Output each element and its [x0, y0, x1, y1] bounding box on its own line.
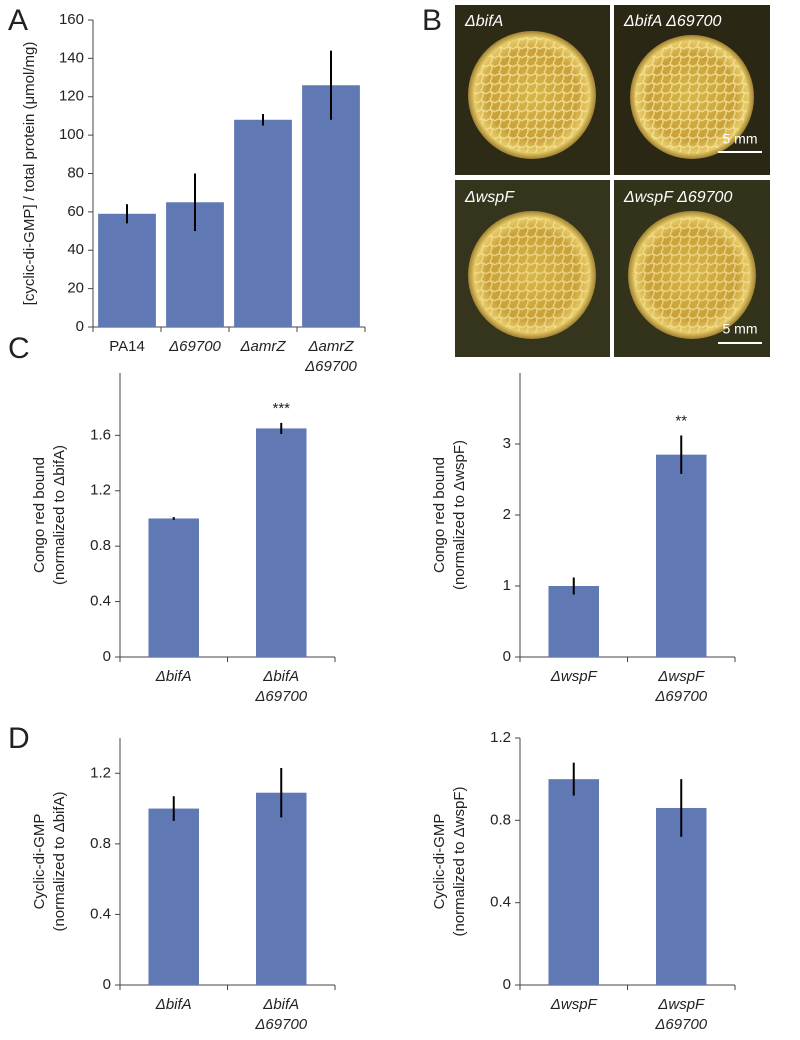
y-tick-label: 1	[503, 577, 511, 594]
x-tick-label: ΔamrZ Δ69700	[304, 338, 357, 375]
y-tick-label: 0.8	[90, 537, 111, 554]
photo-label: ΔbifA	[464, 13, 503, 30]
x-tick-label: Δ69700	[168, 338, 221, 355]
y-axis-label: (normalized to ΔwspF)	[451, 440, 468, 590]
y-axis-label: Cyclic-di-GMP	[431, 814, 448, 910]
y-tick-label: 2	[503, 506, 511, 523]
x-tick-label: ΔbifA	[155, 668, 192, 685]
x-tick-label: ΔwspF	[550, 668, 598, 685]
panel-label: D	[8, 722, 30, 755]
y-tick-label: 1.2	[90, 482, 111, 499]
y-tick-label: 0	[503, 648, 511, 665]
y-axis-label: Cyclic-di-GMP	[31, 814, 48, 910]
photo-grid: ΔbifA ΔbifA Δ69700 5 mm ΔwspF ΔwspF Δ697…	[455, 5, 770, 357]
y-tick-label: 0.8	[90, 835, 111, 852]
scale-bar-label: 5 mm	[723, 321, 758, 337]
y-tick-label: 20	[67, 280, 84, 297]
y-tick-label: 0.4	[90, 593, 111, 610]
x-tick-label: PA14	[109, 338, 145, 355]
x-tick-label: ΔamrZ	[239, 338, 286, 355]
panel-label: C	[8, 332, 30, 365]
x-tick-label: ΔbifA	[155, 996, 192, 1013]
photo: ΔwspF Δ69700 5 mm	[614, 180, 770, 357]
photo-label: ΔwspF Δ69700	[623, 189, 732, 206]
x-tick-label: ΔbifA Δ69700	[254, 668, 307, 705]
y-tick-label: 0.8	[490, 811, 511, 828]
bar-chart: 0 0.4 0.8 1.2 Cyclic-di-GMP (normalized to Δb…	[31, 738, 336, 1033]
panel-label: B	[422, 4, 442, 37]
scale-bar-label: 5 mm	[723, 131, 758, 147]
bar-chart: 0 0.4 0.8 1.2 Cyclic-di-GMP (normalized to Δw…	[431, 729, 736, 1033]
photo-label: ΔbifA Δ69700	[623, 13, 721, 30]
y-tick-label: 3	[503, 435, 511, 452]
y-tick-label: 0.4	[90, 905, 111, 922]
y-axis-label: [cyclic-di-GMP] / total protein (μmol/mg…	[21, 42, 38, 306]
y-tick-label: 1.2	[490, 729, 511, 746]
bar-chart: 0 20 40 60 80 100 120 140 160 [cyclic-di-GMP] / t…	[21, 11, 366, 375]
y-axis-label: Congo red bound	[31, 457, 48, 573]
y-axis-label: (normalized to ΔwspF)	[451, 786, 468, 936]
y-tick-label: 60	[67, 203, 84, 220]
bar	[655, 454, 707, 657]
x-tick-label: ΔwspF Δ69700	[654, 996, 707, 1033]
y-tick-label: 0	[103, 648, 111, 665]
bar	[548, 586, 600, 657]
significance-label: ***	[272, 400, 290, 417]
bar	[98, 213, 156, 327]
bar	[234, 119, 292, 328]
bar	[255, 428, 307, 657]
y-tick-label: 100	[59, 126, 84, 143]
photo-label: ΔwspF	[464, 189, 515, 206]
photo: ΔbifA Δ69700 5 mm	[614, 5, 770, 175]
x-tick-label: ΔbifA Δ69700	[254, 996, 307, 1033]
y-tick-label: 0	[503, 976, 511, 993]
y-tick-label: 0	[76, 318, 84, 335]
significance-label: **	[675, 412, 687, 429]
bar	[548, 779, 600, 985]
y-axis-label: Congo red bound	[431, 457, 448, 573]
y-tick-label: 120	[59, 88, 84, 105]
bar	[302, 85, 360, 327]
y-tick-label: 80	[67, 164, 84, 181]
bar-chart: 0 0.4 0.8 1.2 1.6 Congo red bound (normalized …	[31, 373, 336, 705]
y-tick-label: 0.4	[490, 894, 511, 911]
bar	[655, 807, 707, 985]
y-axis-label: (normalized to ΔbifA)	[51, 445, 68, 585]
y-tick-label: 40	[67, 241, 84, 258]
y-tick-label: 140	[59, 49, 84, 66]
bar	[148, 518, 200, 657]
y-tick-label: 0	[103, 976, 111, 993]
y-tick-label: 1.2	[90, 764, 111, 781]
y-tick-label: 160	[59, 11, 84, 28]
bar-chart: 0 1 2 3 Congo red bound (normalized to ΔwspF)…	[431, 373, 736, 705]
bar	[148, 808, 200, 985]
photo: ΔwspF	[455, 180, 610, 357]
panel-label: A	[8, 4, 28, 37]
x-tick-label: ΔwspF Δ69700	[654, 668, 707, 705]
y-tick-label: 1.6	[90, 426, 111, 443]
y-axis-label: (normalized to ΔbifA)	[51, 791, 68, 931]
x-tick-label: ΔwspF	[550, 996, 598, 1013]
photo: ΔbifA	[455, 5, 610, 175]
bar	[255, 792, 307, 985]
